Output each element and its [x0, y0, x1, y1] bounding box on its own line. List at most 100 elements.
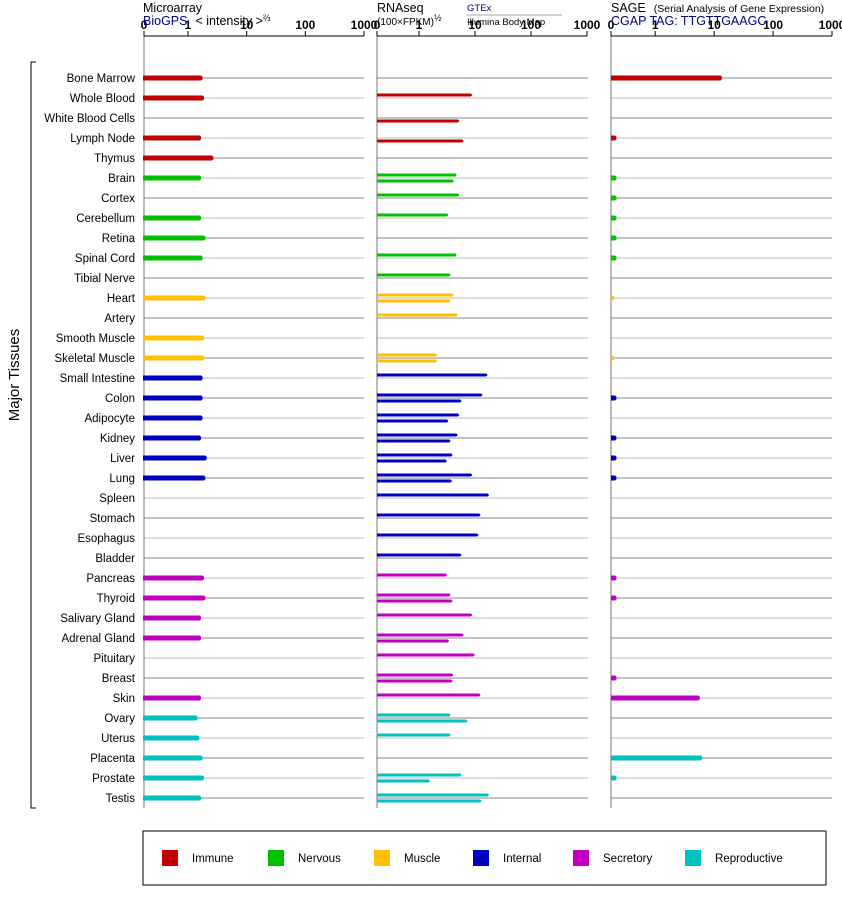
illumina-bar — [377, 399, 461, 403]
tissue-label: Testis — [106, 793, 136, 805]
text-part: ⅔ — [263, 13, 271, 23]
microarray-bar — [143, 335, 203, 341]
microarray-bar-cap — [203, 236, 206, 240]
gtex-bar-cap — [461, 634, 464, 636]
gtex-bar — [377, 513, 480, 517]
gtex-bar — [377, 273, 450, 277]
gtex-bar — [377, 213, 448, 217]
tissue-label: Esophagus — [77, 533, 135, 545]
gtex-bar-cap — [470, 614, 473, 616]
gtex-bar-cap — [450, 454, 453, 456]
gtex-bar-cap — [486, 494, 489, 496]
sage-bar — [611, 435, 616, 441]
tissue-label: Ovary — [104, 713, 135, 725]
illumina-bar — [377, 439, 450, 443]
illumina-bar — [377, 179, 453, 183]
text-part: ½ — [434, 13, 442, 23]
tissue-label: Pituitary — [93, 653, 135, 665]
sage-bar — [611, 755, 702, 761]
illumina-bar — [377, 359, 436, 363]
microarray-bar-cap — [195, 716, 198, 720]
microarray-bar-cap — [201, 336, 204, 340]
microarray-bar-cap — [200, 756, 203, 760]
microarray-bar — [143, 415, 202, 421]
illumina-bar-cap — [461, 140, 464, 142]
tissue-label: Uterus — [101, 733, 135, 745]
gtex-bar-cap — [486, 794, 489, 796]
microarray-bar-cap — [204, 456, 207, 460]
tissue-label: Small Intestine — [60, 373, 135, 385]
microarray-bar — [143, 715, 197, 721]
side-label: Major Tissues — [6, 329, 23, 422]
sage-bar-cap — [614, 136, 617, 140]
tissue-label: Cerebellum — [76, 213, 135, 225]
gtex-bar-cap — [485, 374, 488, 376]
gtex-bar — [377, 573, 446, 577]
sage-bar-cap — [612, 296, 615, 300]
tissue-label: Kidney — [100, 433, 135, 445]
sage-bar — [611, 475, 616, 481]
panel-subtitle-sage: CGAP TAG: TTGTTGAAGC — [611, 14, 766, 28]
gtex-bar-cap — [451, 674, 454, 676]
illumina-bar — [377, 639, 449, 643]
gtex-bar-cap — [478, 514, 481, 516]
microarray-bar-cap — [200, 416, 203, 420]
tissue-label: Tibial Nerve — [74, 273, 135, 285]
gtex-bar — [377, 633, 463, 637]
illumina-bar-cap — [451, 180, 454, 182]
gtex-bar — [377, 593, 450, 597]
microarray-bar-cap — [203, 476, 206, 480]
illumina-bar — [377, 139, 463, 143]
sage-bar-cap — [614, 596, 617, 600]
gtex-bar-cap — [454, 254, 457, 256]
illumina-bar — [377, 479, 451, 483]
gtex-bar-cap — [478, 694, 481, 696]
x-tick-label: 10 — [707, 18, 721, 32]
sage-bar — [611, 355, 614, 361]
microarray-bar — [143, 375, 202, 381]
legend-label-nervous: Nervous — [298, 853, 341, 865]
sage-bar — [611, 595, 616, 601]
x-tick-label: 0 — [374, 18, 381, 32]
sage-bar-cap — [614, 776, 617, 780]
gtex-bar-cap — [444, 574, 447, 576]
illumina-bar-cap — [450, 600, 453, 602]
gtex-bar — [377, 693, 480, 697]
legend-label-muscle: Muscle — [404, 853, 440, 865]
tissue-label: Lung — [109, 473, 135, 485]
x-tick-label: 1000 — [351, 18, 378, 32]
microarray-bar — [143, 395, 202, 401]
microarray-bar-cap — [203, 596, 206, 600]
microarray-bar-cap — [201, 356, 204, 360]
gtex-bar — [377, 193, 459, 197]
sage-bar-cap — [614, 456, 617, 460]
text-part: (100×FPKM) — [377, 17, 434, 28]
gtex-bar-cap — [459, 554, 462, 556]
legend-swatch-secretory — [573, 850, 589, 866]
microarray-bar — [143, 355, 203, 361]
microarray-bar-cap — [198, 796, 201, 800]
x-tick-label: 10 — [240, 18, 254, 32]
tissue-label: Prostate — [92, 773, 135, 785]
sage-bar — [611, 195, 616, 201]
sage-bar — [611, 675, 616, 681]
gtex-bar-cap — [457, 414, 460, 416]
illumina-bar — [377, 599, 452, 603]
tissue-label: Breast — [102, 673, 136, 685]
tissue-label: Spinal Cord — [75, 253, 135, 265]
sage-bar — [611, 455, 616, 461]
sage-bar — [611, 175, 616, 181]
sage-bar — [611, 215, 616, 221]
tissue-label: Cortex — [101, 193, 135, 205]
sage-bar — [611, 575, 616, 581]
tissue-label: Spleen — [99, 493, 135, 505]
tissue-bracket — [30, 61, 36, 809]
microarray-bar — [143, 795, 200, 801]
gtex-bar — [377, 553, 461, 557]
illumina-bar-cap — [448, 300, 451, 302]
sage-bar-cap — [614, 476, 617, 480]
text-part: SAGE — [611, 1, 646, 15]
gtex-bar — [377, 733, 450, 737]
microarray-bar-cap — [197, 736, 200, 740]
